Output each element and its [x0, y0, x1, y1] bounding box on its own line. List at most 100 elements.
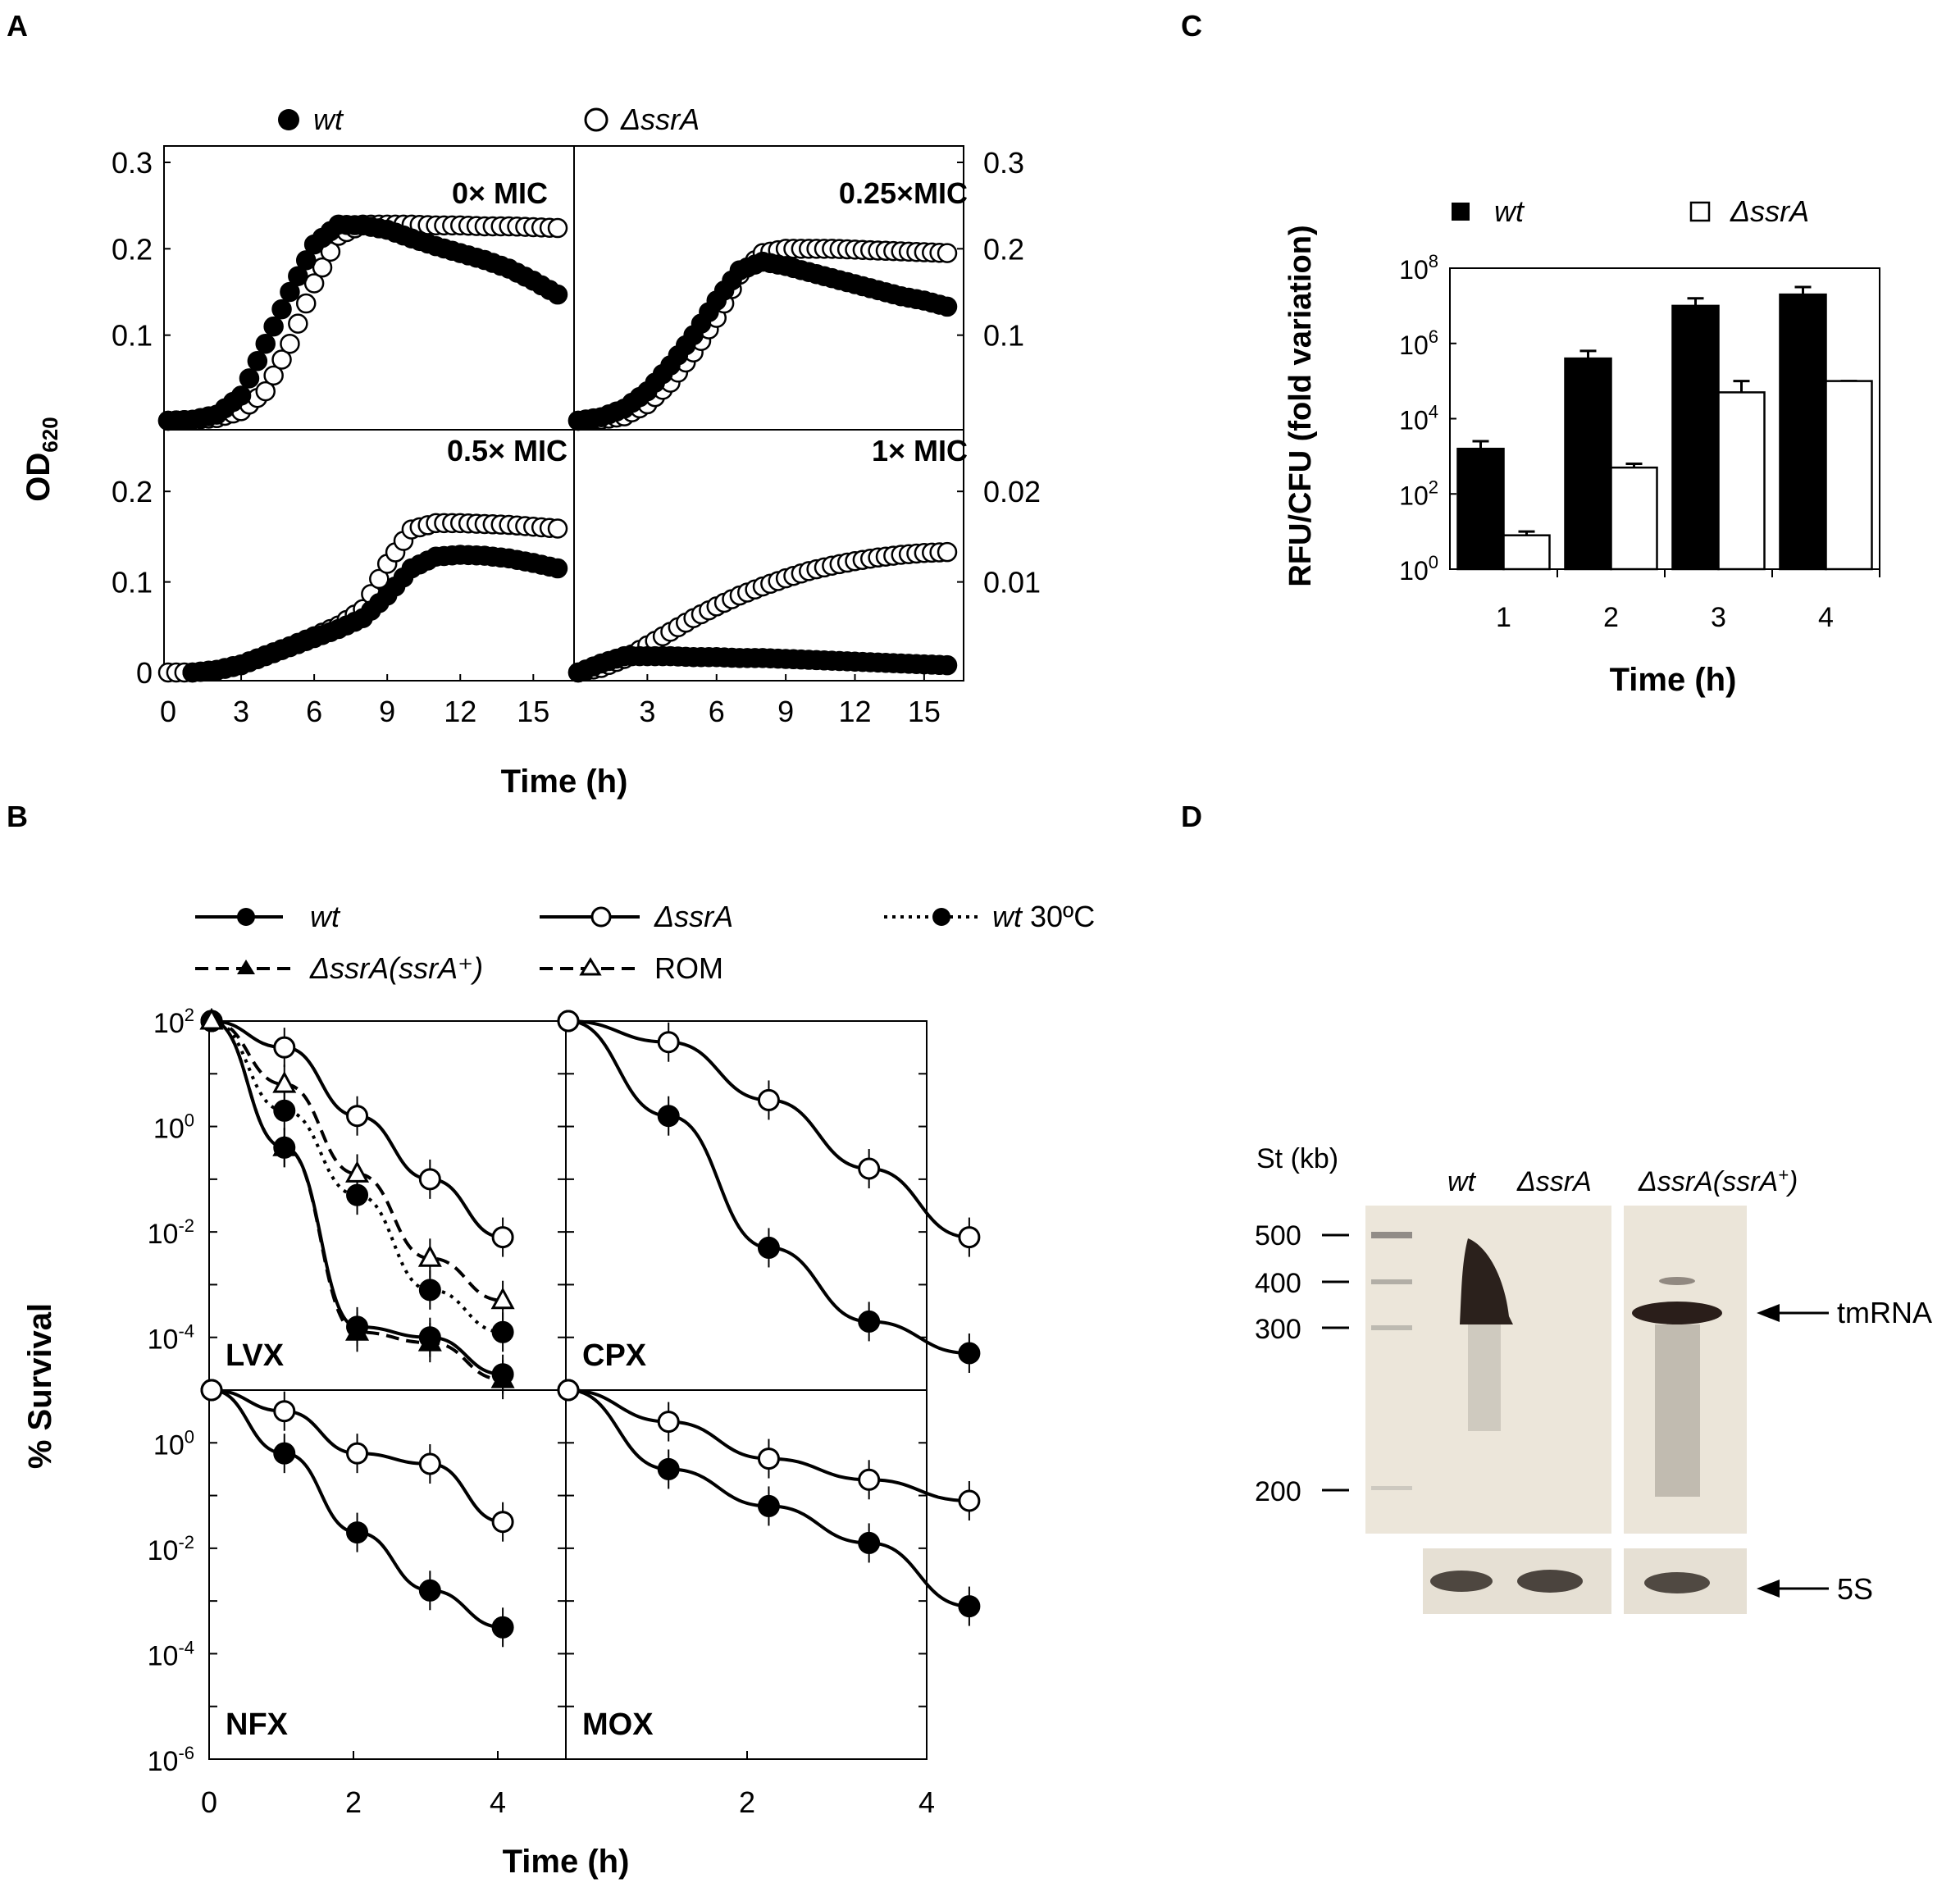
- legend-label-dssra: ΔssrA: [620, 103, 700, 136]
- panel-label-c: C: [1181, 9, 1202, 43]
- point-wt: [418, 1579, 441, 1602]
- complement-5s-band: [1644, 1572, 1710, 1593]
- x-tick-label-15: 15: [908, 695, 941, 728]
- y-tick-label-0-3: 0.3: [112, 146, 153, 180]
- y-tick-exponent: 0: [185, 1110, 194, 1131]
- point--ssra: [346, 1442, 369, 1465]
- point-wt-30-c: [418, 1279, 441, 1302]
- subplot-mox: MOX: [557, 1379, 981, 1742]
- legend-dssra-ssra-plus: ΔssrA(ssrA⁺): [195, 951, 483, 985]
- tmrna-label: tmRNA: [1837, 1296, 1932, 1329]
- point-wt: [958, 1595, 981, 1618]
- y-tick-label-0-3: 0.3: [983, 146, 1024, 180]
- point--ssra-ssra-: [490, 1366, 515, 1388]
- y-tick-exponent: 0: [1429, 552, 1438, 572]
- point-rom: [417, 1245, 442, 1267]
- legend-marker-b-complement: [237, 960, 255, 974]
- y-tick-exponent: 6: [1429, 326, 1438, 347]
- point--ssra: [491, 1226, 514, 1249]
- point--ssra: [200, 1379, 223, 1402]
- legend-marker-b-dssra: [590, 906, 612, 928]
- series-line--ssra: [567, 1019, 969, 1239]
- panel-label-b: B: [7, 800, 28, 833]
- y-tick-label: 10-2: [148, 1215, 194, 1250]
- legend-label-c-dssra: ΔssrA: [1730, 194, 1809, 228]
- legend-marker-wt: [278, 109, 299, 130]
- legend-rom: ROM: [540, 951, 723, 985]
- x-tick-label-15: 15: [517, 695, 549, 728]
- y-tick-base: 10: [1399, 406, 1429, 435]
- ladder-label-500: 500: [1255, 1220, 1301, 1251]
- bar-wt-4: [1779, 293, 1827, 571]
- wt-smear: [1468, 1324, 1501, 1431]
- subplot-cpx: CPX: [557, 1010, 981, 1373]
- point--ssra: [273, 1400, 296, 1423]
- point--ssra: [418, 1452, 441, 1475]
- subplot-label-mox: MOX: [582, 1707, 654, 1742]
- point-wt: [239, 368, 260, 389]
- y-tick-label-0-2: 0.2: [112, 475, 153, 508]
- x-tick-label-3: 3: [639, 695, 655, 728]
- y-tick-base: 10: [148, 1535, 179, 1566]
- x-tick-label-12: 12: [444, 695, 476, 728]
- y-tick-label-0-1: 0.1: [112, 319, 153, 353]
- legend-dssra: ΔssrA: [540, 900, 733, 933]
- point-wt: [346, 1521, 369, 1544]
- panel-a-ylabel: OD620: [21, 417, 62, 501]
- legend-label-b-wt: wt: [310, 900, 341, 933]
- series-line-wt: [211, 1388, 504, 1630]
- wt-tmrna-band: [1460, 1238, 1513, 1324]
- panel-b-xlabel: Time (h): [503, 1844, 630, 1880]
- x-tick-label-2: 2: [345, 1785, 362, 1819]
- panel-a-growth-curves: wt ΔssrA OD620 Time (h) 0× MIC0.10.20.3 …: [21, 103, 1041, 800]
- x-tick-label-1: 1: [1496, 602, 1511, 633]
- y-tick-label: 104: [1399, 402, 1438, 435]
- point-wt: [255, 333, 276, 354]
- point-wt: [295, 250, 317, 271]
- subplot-label-1-mic: 1× MIC: [872, 434, 968, 467]
- series-line-rom: [211, 1019, 504, 1302]
- panel-label-a: A: [7, 9, 28, 43]
- y-tick-exponent: 2: [1429, 476, 1438, 497]
- point--ssra: [858, 1157, 881, 1180]
- x-tick-label-4: 4: [1818, 602, 1834, 633]
- point-rom: [490, 1287, 515, 1310]
- y-tick-base: 10: [148, 1324, 179, 1356]
- point--ssra: [757, 1088, 780, 1111]
- x-tick-label-4: 4: [490, 1785, 506, 1819]
- point-wt: [280, 281, 300, 303]
- point--ssra: [557, 1379, 580, 1402]
- ladder-band-500: [1371, 1232, 1412, 1238]
- x-tick-label-3: 3: [233, 695, 249, 728]
- complement-faint-band: [1659, 1277, 1695, 1285]
- x-tick-label-9: 9: [777, 695, 794, 728]
- subplot-label-cpx: CPX: [582, 1338, 647, 1373]
- point-dssra: [312, 257, 333, 278]
- bar-wt-2: [1564, 357, 1612, 571]
- legend-marker-dssra: [584, 107, 609, 132]
- point--ssra: [958, 1226, 981, 1249]
- point-wt: [937, 654, 958, 676]
- point-wt: [273, 1442, 296, 1465]
- arrow-icon: [1757, 1580, 1780, 1598]
- legend-wt-30c: wt 30ºC: [884, 900, 1095, 933]
- legend-label-b-rom: ROM: [654, 951, 723, 985]
- point--ssra: [757, 1447, 780, 1470]
- bar-wt-1: [1456, 447, 1505, 571]
- point-wt: [757, 1494, 780, 1517]
- wt-5s-band: [1430, 1571, 1493, 1592]
- x-tick-label-0: 0: [160, 695, 176, 728]
- point-dssra: [255, 381, 276, 402]
- x-tick-label-6: 6: [709, 695, 725, 728]
- ladder-band-400: [1371, 1279, 1412, 1284]
- point--ssra: [858, 1468, 881, 1491]
- tmrna-arrow: tmRNA: [1757, 1296, 1932, 1329]
- lane-label-wt: wt: [1447, 1166, 1477, 1197]
- y-tick-base: 10: [1399, 255, 1429, 285]
- y-tick-label: 10-6: [148, 1743, 194, 1777]
- series-line-wt-30-c: [211, 1019, 504, 1334]
- y-tick-label: 100: [153, 1110, 194, 1145]
- x-tick-label-2: 2: [1603, 602, 1619, 633]
- point-dssra: [547, 518, 568, 539]
